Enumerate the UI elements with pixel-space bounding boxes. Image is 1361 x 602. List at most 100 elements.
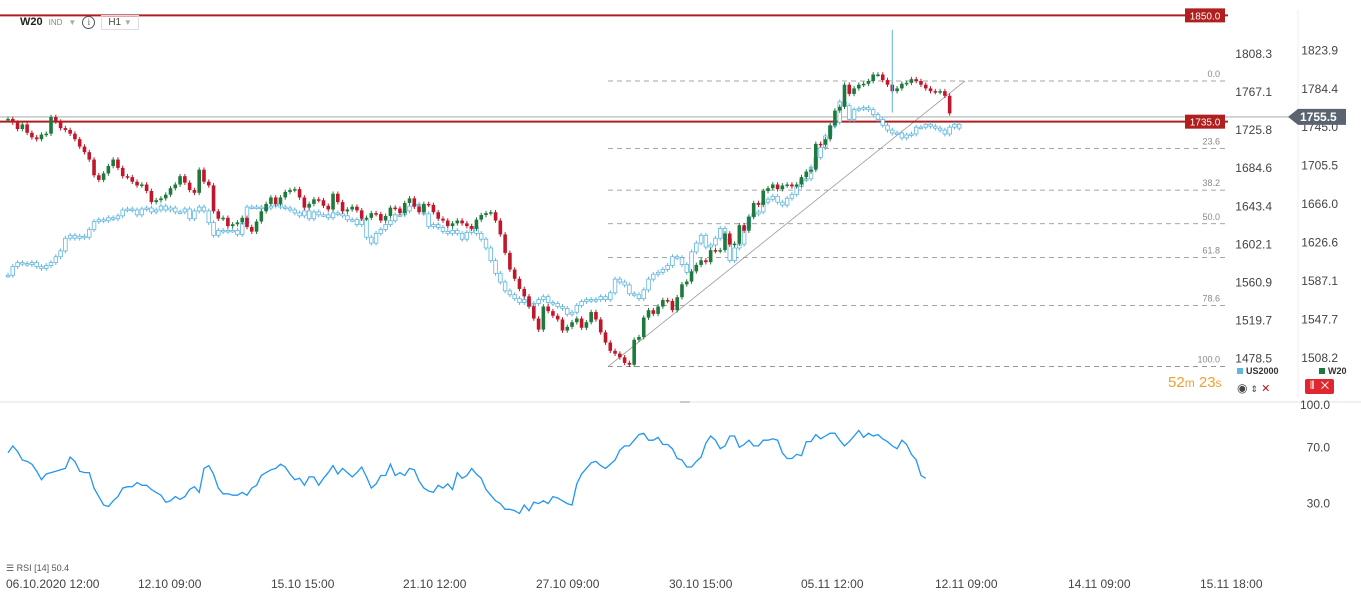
us2000-candle [82, 235, 87, 239]
rsi-settings-icon[interactable]: ☰ [6, 563, 15, 573]
w20-candle [92, 159, 96, 176]
horizontal-level-badge [1185, 8, 1225, 23]
legend-w20[interactable]: W20 [1319, 366, 1347, 376]
w20-candle [101, 173, 106, 180]
us2000-candle [545, 296, 551, 303]
eye-icon[interactable]: ◉ [1237, 381, 1248, 395]
w20-candle [388, 207, 393, 216]
timer-minutes: 52 [1168, 374, 1185, 391]
us2000-candle [388, 220, 393, 225]
w20-candle [866, 80, 871, 84]
us2000-candle [58, 250, 63, 258]
us2000-candle [483, 238, 489, 249]
us2000-candle [144, 207, 149, 210]
w20-candle [178, 176, 182, 185]
w20-candle [436, 212, 440, 219]
us2000-candle [775, 195, 780, 203]
us2000-candle [603, 296, 608, 301]
rsi-label: ☰ RSI [14] 50.4 [6, 563, 69, 574]
w20-candle [603, 332, 608, 343]
us2000-candle [440, 227, 446, 232]
fib-level-label: 38.2 [1202, 178, 1220, 188]
w20-candle [904, 82, 909, 85]
w20-swatch [1319, 368, 1325, 374]
w20-candle [383, 215, 388, 221]
w20-candle [63, 128, 68, 130]
w20-candle [336, 193, 340, 203]
w20-candle [273, 197, 278, 204]
us2000-candle [177, 211, 183, 214]
w20-candle [111, 159, 115, 167]
w20-candle [10, 118, 15, 123]
us2000-swatch [1237, 368, 1243, 374]
w20-candle [402, 202, 407, 214]
w20-candle [823, 139, 828, 145]
us2000-candle [502, 281, 508, 292]
w20-candle [814, 143, 818, 170]
w20-candle [651, 310, 656, 314]
reorder-icon[interactable]: ⇕ [1250, 384, 1259, 394]
w20-candle [326, 205, 331, 210]
current-price-label: 1755.5 [1300, 110, 1337, 124]
us2000-candle [445, 231, 450, 234]
legend-us2000[interactable]: US2000 [1237, 366, 1279, 376]
us2000-candle [488, 247, 493, 262]
w20-candle [627, 362, 632, 365]
w20-candle [794, 184, 799, 187]
symbol-label[interactable]: W20 [20, 16, 43, 28]
w20-candle [579, 318, 584, 328]
w20-candle [149, 190, 154, 203]
close-icon[interactable]: ✕ [1320, 380, 1330, 392]
chevron-down-icon: ▼ [123, 17, 132, 27]
us2000-candle [875, 114, 881, 120]
w20-candle [837, 106, 842, 111]
us2000-candle [407, 205, 412, 212]
y-right-tick: 1587.1 [1301, 274, 1338, 288]
w20-candle [254, 221, 259, 232]
us2000-candle [201, 206, 207, 212]
candles-icon[interactable]: ⫴ [1310, 380, 1315, 392]
w20-candle [938, 91, 942, 93]
w20-candle [909, 79, 914, 83]
close-icon[interactable]: ✕ [1261, 383, 1271, 395]
w20-candle [450, 223, 455, 227]
us2000-candle [10, 266, 15, 276]
w20-candle [249, 227, 254, 232]
us2000-candle [5, 274, 11, 278]
w20-candle [359, 210, 364, 219]
us2000-candle [63, 237, 68, 252]
chevron-down-icon[interactable]: ▼ [68, 17, 77, 27]
w20-candle [780, 185, 785, 190]
w20-candle [751, 202, 756, 217]
w20-candle [288, 190, 292, 192]
w20-candle [211, 185, 216, 212]
timeframe-select[interactable]: H1 ▼ [101, 14, 139, 30]
info-icon[interactable]: i [82, 15, 96, 29]
us2000-candle [459, 232, 465, 240]
w20-candle [168, 188, 173, 195]
us2000-candle [507, 290, 513, 296]
us2000-candle [574, 305, 580, 313]
w20-candle [116, 159, 120, 168]
us2000-candle [96, 219, 102, 223]
w20-candle [708, 250, 713, 263]
y-right-tick: 1784.4 [1301, 82, 1338, 96]
w20-candle [240, 217, 245, 223]
us2000-candle [259, 206, 264, 209]
w20-candle [379, 214, 383, 221]
w20-candle [555, 315, 560, 320]
w20-candle [699, 260, 703, 265]
us2000-candle [698, 234, 704, 244]
us2000-candle [115, 215, 121, 220]
us2000-candle [455, 230, 460, 234]
w20-candle [54, 117, 58, 122]
us2000-candle [861, 107, 866, 110]
us2000-candle [149, 207, 154, 213]
w20-candle [297, 189, 302, 198]
w20-candle [847, 84, 852, 94]
x-tick-label: 14.11 09:00 [1068, 577, 1131, 591]
w20-candle [828, 125, 832, 140]
us2000-candle [732, 247, 737, 262]
